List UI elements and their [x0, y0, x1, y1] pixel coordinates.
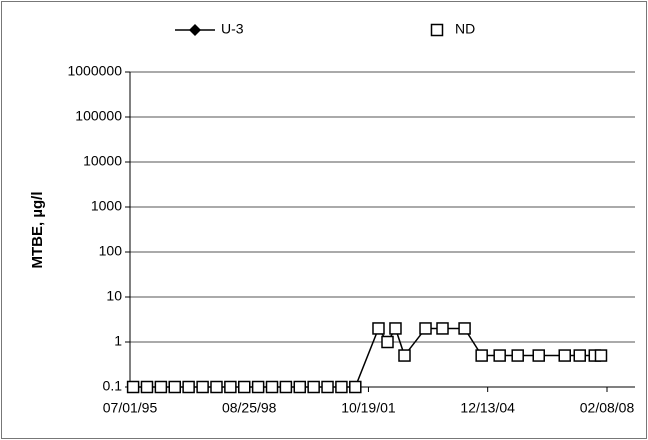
nd-marker — [168, 380, 181, 394]
y-tick-label: 1000000 — [67, 63, 122, 79]
nd-marker — [196, 380, 209, 394]
nd-marker — [140, 380, 154, 394]
legend-label: U-3 — [221, 21, 244, 37]
nd-marker — [493, 349, 506, 362]
x-tick-label: 02/08/08 — [580, 400, 635, 416]
nd-marker — [532, 349, 545, 362]
y-axis-label: MTBE, µg/l — [29, 192, 46, 269]
nd-marker — [251, 380, 265, 394]
legend-marker — [189, 24, 201, 36]
x-tick-label: 07/01/95 — [103, 400, 158, 416]
nd-marker — [224, 380, 237, 394]
nd-marker — [210, 380, 223, 394]
nd-marker — [573, 349, 587, 362]
x-tick-label: 08/25/98 — [222, 400, 277, 416]
nd-marker — [293, 380, 307, 394]
nd-marker — [398, 349, 411, 362]
nd-marker — [419, 322, 432, 335]
y-tick-label: 100 — [99, 243, 123, 259]
y-tick-label: 100000 — [75, 108, 122, 124]
y-tick-label: 1000 — [91, 198, 122, 214]
nd-marker — [381, 335, 394, 349]
nd-marker — [511, 349, 524, 362]
nd-marker — [436, 322, 449, 335]
nd-marker — [154, 380, 168, 394]
nd-marker — [389, 322, 402, 335]
y-tick-label: 10 — [106, 288, 122, 304]
nd-marker — [558, 349, 571, 362]
nd-marker — [307, 380, 320, 394]
legend-label: ND — [455, 21, 475, 37]
nd-marker — [475, 349, 488, 362]
nd-marker — [458, 322, 471, 335]
x-tick-label: 12/13/04 — [460, 400, 515, 416]
nd-marker — [321, 380, 334, 394]
legend-marker — [430, 23, 444, 37]
nd-marker — [335, 380, 348, 394]
nd-marker — [372, 322, 385, 335]
nd-marker — [126, 380, 140, 394]
nd-marker — [594, 349, 608, 362]
nd-marker — [182, 380, 195, 394]
nd-marker — [265, 380, 279, 394]
nd-marker — [279, 380, 293, 394]
y-tick-label: 10000 — [83, 153, 122, 169]
x-tick-label: 10/19/01 — [341, 400, 396, 416]
y-tick-label: 0.1 — [103, 378, 123, 394]
nd-marker — [349, 380, 362, 394]
y-tick-label: 1 — [114, 333, 122, 349]
nd-marker — [238, 380, 251, 394]
